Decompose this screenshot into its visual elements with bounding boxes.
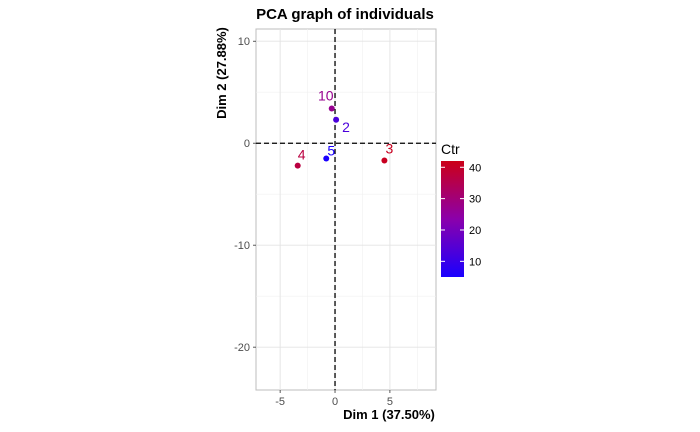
grid-lines	[256, 29, 436, 390]
y-tick-label: 10	[238, 36, 250, 48]
legend-tick-label: 40	[469, 162, 481, 174]
y-tick-label: 0	[244, 138, 250, 150]
chart-title: PCA graph of individuals	[256, 6, 434, 23]
plot-panel-border	[255, 28, 437, 391]
x-axis-title: Dim 1 (37.50%)	[343, 407, 435, 422]
point-label-4: 4	[298, 147, 306, 163]
y-axis-title: Dim 2 (27.88%)	[214, 27, 229, 119]
x-axis-ticks: -5 0 5	[275, 390, 393, 408]
point-label-3: 3	[386, 141, 394, 157]
legend-ticks: 10 20 30 40	[441, 162, 481, 268]
x-tick-label: -5	[275, 396, 285, 408]
data-point-10	[328, 105, 335, 112]
legend-colorbar	[441, 161, 464, 277]
point-label-2: 2	[342, 119, 350, 135]
x-tick-label: 5	[387, 396, 393, 408]
x-tick-label: 0	[332, 396, 338, 408]
ctr-legend: Ctr 10 20 30 40	[441, 141, 481, 277]
data-point-2	[333, 116, 340, 123]
point-labels: 10 25 4 3	[298, 88, 394, 163]
y-tick-label: -10	[234, 240, 250, 252]
legend-tick-label: 10	[469, 256, 481, 268]
legend-tick-label: 20	[469, 225, 481, 237]
y-tick-label: -20	[234, 342, 250, 354]
plot-panel: 10 25 4 3	[255, 28, 437, 391]
legend-title: Ctr	[441, 141, 460, 157]
point-label-5: 5	[327, 143, 335, 159]
y-axis-ticks: -20 -10 0 10	[234, 36, 256, 354]
point-label-10: 10	[318, 88, 334, 104]
reference-lines	[256, 29, 436, 390]
data-point-3	[381, 157, 388, 164]
data-point-5	[323, 155, 330, 162]
legend-tick-label: 30	[469, 194, 481, 206]
data-points	[294, 105, 388, 169]
data-point-4	[294, 162, 301, 169]
